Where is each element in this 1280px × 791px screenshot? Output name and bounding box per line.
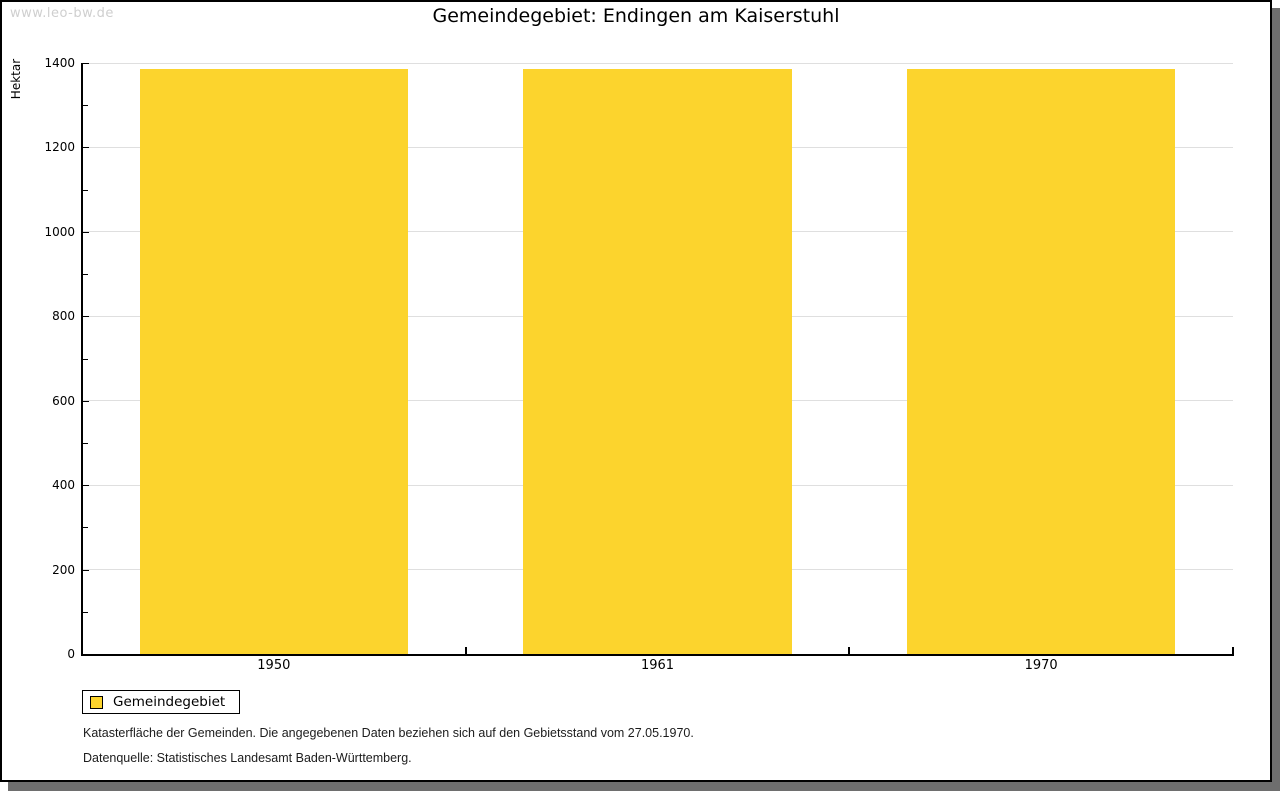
y-tick-label: 400 xyxy=(52,478,75,493)
y-axis-tick xyxy=(83,316,89,318)
legend-swatch-icon xyxy=(90,695,103,709)
legend-label: Gemeindegebiet xyxy=(113,694,226,710)
y-tick-label: 0 xyxy=(67,647,75,661)
legend-box: Gemeindegebiet xyxy=(82,690,241,714)
y-axis-tick xyxy=(83,569,89,571)
y-tick-label: 1200 xyxy=(44,140,75,155)
y-axis-tick xyxy=(83,189,88,191)
footnote-line-2: Datenquelle: Statistisches Landesamt Bad… xyxy=(83,751,412,765)
footnote-line-1: Katasterfläche der Gemeinden. Die angege… xyxy=(83,726,694,740)
y-axis-tick xyxy=(83,442,88,444)
x-axis-tick xyxy=(1232,647,1234,654)
y-tick-label: 800 xyxy=(52,309,75,324)
y-axis-tick xyxy=(83,611,88,613)
bar-1970 xyxy=(906,69,1176,654)
x-tick-label: 1961 xyxy=(640,658,675,673)
x-axis-tick xyxy=(464,647,467,654)
y-axis-line xyxy=(81,63,83,656)
y-tick-label: 1400 xyxy=(44,56,75,70)
x-axis-line xyxy=(81,654,1234,656)
y-axis-tick xyxy=(83,105,88,107)
y-axis-tick xyxy=(83,527,88,529)
y-axis-tick xyxy=(83,485,89,487)
y-axis-tick xyxy=(83,274,88,276)
y-tick-label: 600 xyxy=(52,393,75,408)
y-axis-tick xyxy=(83,231,89,233)
y-tick-label: 1000 xyxy=(44,224,75,239)
watermark: www.leo-bw.de xyxy=(10,6,114,21)
x-tick-label: 1970 xyxy=(1024,658,1058,673)
y-tick-label: 200 xyxy=(52,562,75,577)
x-tick-label: 1950 xyxy=(257,658,291,673)
bar-1950 xyxy=(139,69,409,654)
bar-1961 xyxy=(523,69,792,654)
y-axis-tick xyxy=(83,400,89,402)
y-axis-tick xyxy=(83,358,88,360)
y-axis-title: Hektar xyxy=(9,58,23,100)
drop-shadow-bottom xyxy=(8,782,1272,791)
chart-title: Gemeindegebiet: Endingen am Kaiserstuhl xyxy=(432,5,840,27)
y-axis-tick xyxy=(83,63,89,64)
gridline xyxy=(82,62,1233,64)
x-axis-tick xyxy=(848,647,851,654)
drop-shadow-right xyxy=(1272,8,1280,791)
y-axis-tick xyxy=(83,147,89,149)
